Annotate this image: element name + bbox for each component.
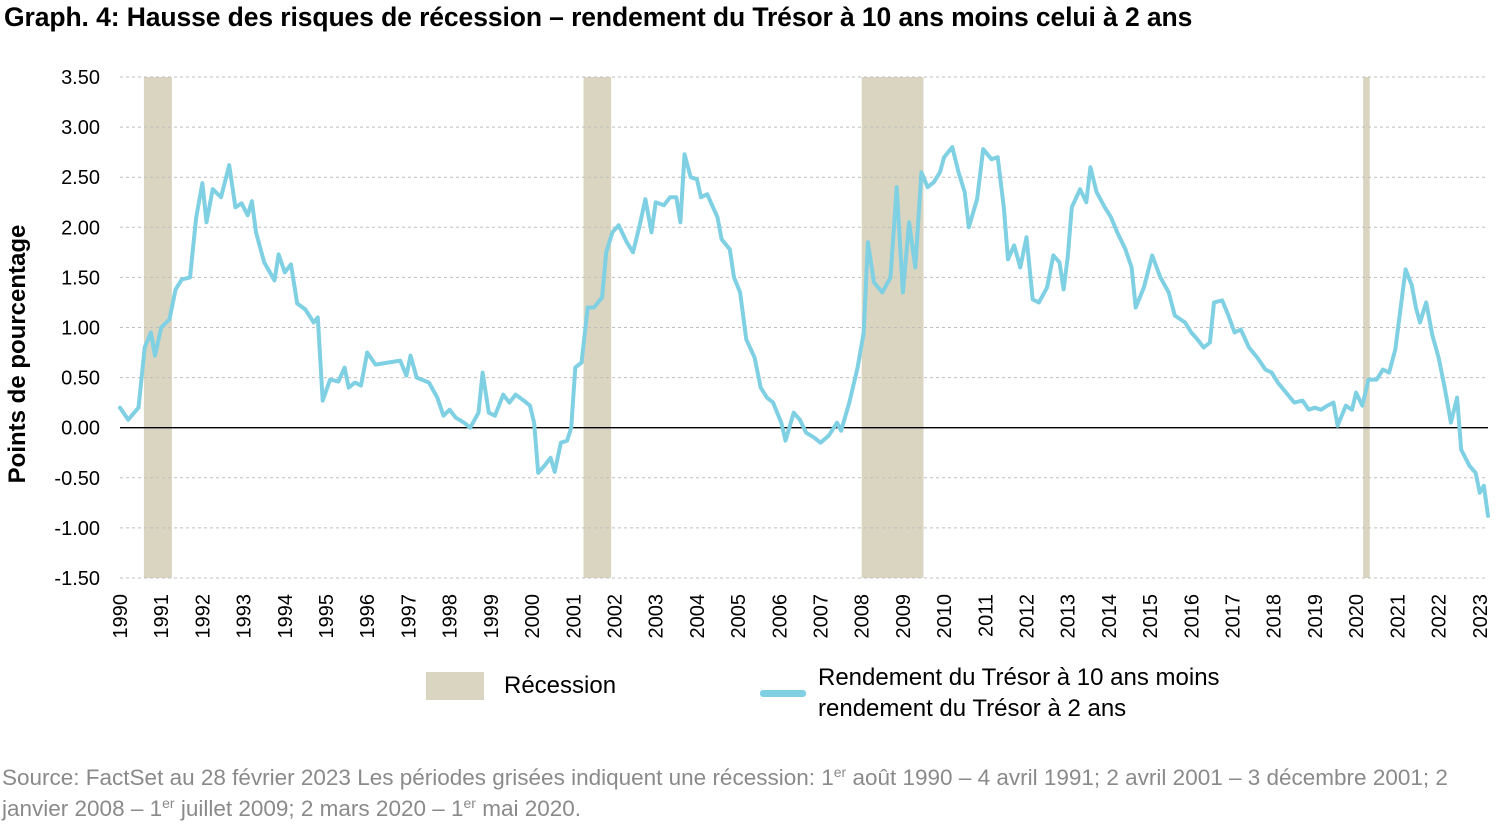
x-tick-label: 2012 — [1017, 594, 1039, 639]
x-tick-label: 2005 — [728, 594, 750, 639]
y-axis-label: Points de pourcentage — [4, 225, 31, 484]
series-swatch — [760, 689, 806, 697]
x-tick-label: 1993 — [234, 594, 256, 639]
x-tick-label: 2016 — [1181, 594, 1203, 639]
source-sup-1: er — [833, 764, 847, 780]
y-tick-label: 0.00 — [61, 418, 100, 440]
x-tick-label: 2019 — [1305, 594, 1327, 639]
source-sup-2: er — [162, 795, 175, 811]
x-tick-label: 2002 — [604, 594, 626, 639]
x-tick-label: 2010 — [934, 594, 956, 639]
legend-recession-label: Récession — [504, 672, 617, 699]
source-text-4: mai 2020. — [475, 796, 582, 821]
x-tick-label: 2008 — [852, 594, 874, 639]
x-tick-label: 2001 — [563, 594, 585, 639]
x-tick-label: 2017 — [1223, 594, 1245, 639]
y-tick-label: 2.50 — [61, 167, 100, 189]
x-tick-label: 2018 — [1264, 594, 1286, 639]
x-tick-label: 1999 — [481, 594, 503, 639]
source-sup-3: er — [463, 795, 476, 811]
source-note: Source: FactSet au 28 février 2023 Les p… — [2, 762, 1492, 824]
x-tick-label: 2013 — [1058, 594, 1080, 639]
x-tick-label: 2000 — [522, 594, 544, 639]
x-tick-label: 1995 — [316, 594, 338, 639]
x-tick-label: 2003 — [646, 594, 668, 639]
x-tick-label: 1992 — [192, 594, 214, 639]
y-tick-label: 3.50 — [61, 67, 100, 89]
series-line — [118, 145, 1490, 518]
y-tick-label: -1.50 — [54, 568, 100, 590]
chart-area: 3.50 3.00 2.50 2.00 1.50 1.00 0.50 0.00 -0.50 -1.… — [4, 67, 1492, 639]
x-tick-label: 2015 — [1140, 594, 1162, 639]
legend-series-label: Rendement du Trésor à 10 ans moins rende… — [818, 664, 1220, 722]
x-tick-label: 2023 — [1470, 594, 1492, 639]
y-tick-label: 1.50 — [61, 267, 100, 289]
x-tick-label: 2007 — [810, 594, 832, 639]
x-tick-label: 1991 — [151, 594, 173, 639]
x-tick-label: 2022 — [1429, 594, 1451, 639]
x-tick-label: 1990 — [110, 594, 132, 639]
legend-recession: Récession — [426, 670, 616, 701]
x-tick-label: 2021 — [1387, 594, 1409, 639]
source-text-2: août 1990 – 4 avril 1991; 2 avril 2001 –… — [2, 765, 1448, 821]
y-tick-label: 2.00 — [61, 217, 100, 239]
y-tick-label: -0.50 — [54, 468, 100, 490]
x-tick-label: 1994 — [275, 594, 297, 639]
chart-title: Graph. 4: Hausse des risques de récessio… — [4, 2, 1193, 32]
x-tick-label: 2006 — [769, 594, 791, 639]
series-line-group — [118, 145, 1490, 518]
source-text-3: juillet 2009; 2 mars 2020 – 1 — [174, 796, 464, 821]
y-tick-labels: 3.50 3.00 2.50 2.00 1.50 1.00 0.50 0.00 -0.50 -1.… — [54, 67, 100, 590]
legend-series: Rendement du Trésor à 10 ans moins rende… — [760, 662, 1288, 724]
x-tick-label: 2011 — [975, 594, 997, 637]
x-tick-label: 2009 — [893, 594, 915, 639]
y-tick-label: 0.50 — [61, 368, 100, 390]
x-tick-labels: 1990 1991 1992 1993 1994 1995 1996 1997 1998 1999… — [110, 594, 1492, 639]
x-tick-label: 1998 — [440, 594, 462, 639]
y-tick-label: 3.00 — [61, 117, 100, 139]
recession-swatch — [426, 671, 484, 700]
x-tick-label: 2004 — [687, 594, 709, 639]
x-tick-label: 1997 — [398, 594, 420, 639]
y-tick-label: -1.00 — [54, 518, 100, 540]
y-tick-label: 1.00 — [61, 318, 100, 340]
recession-band-4 — [1363, 77, 1370, 578]
x-tick-label: 2020 — [1346, 594, 1368, 639]
gridlines — [120, 76, 1488, 579]
x-tick-label: 2014 — [1099, 594, 1121, 639]
source-text-1: Source: FactSet au 28 février 2023 Les p… — [2, 765, 834, 790]
x-tick-label: 1996 — [357, 594, 379, 639]
